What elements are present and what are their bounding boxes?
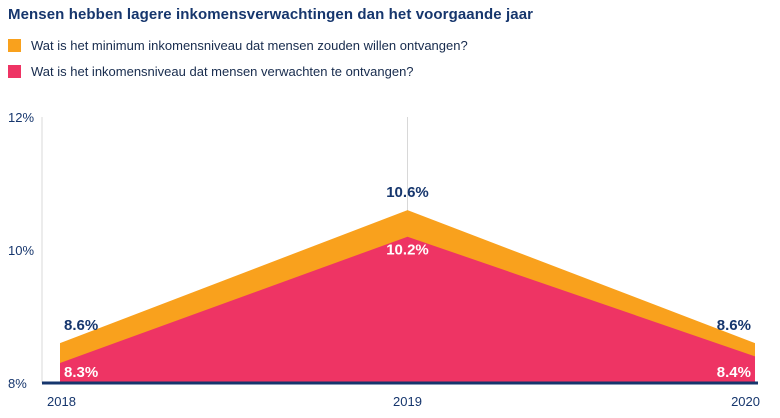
data-label-expected-2019: 10.2% [386, 242, 429, 259]
x-axis-label-2020: 2020 [731, 394, 760, 409]
legend-label-minimum-income: Wat is het minimum inkomensniveau dat me… [31, 38, 468, 53]
data-label-expected-2018: 8.3% [64, 364, 98, 381]
legend-item-minimum-income: Wat is het minimum inkomensniveau dat me… [8, 38, 468, 53]
data-label-minimum-2020: 8.6% [717, 317, 751, 334]
data-label-minimum-2018: 8.6% [64, 317, 98, 334]
legend-item-expected-income: Wat is het inkomensniveau dat mensen ver… [8, 64, 468, 79]
area-series-expected [60, 236, 755, 383]
orange-square-icon [8, 39, 21, 52]
area-chart: 8% 10% 12% 2018 2019 2020 8.6% 10.6% 8.6% 8.3% 10.… [8, 110, 760, 409]
x-axis-label-2019: 2019 [393, 394, 422, 409]
y-tick-label-12%: 12% [8, 110, 34, 125]
y-tick-label-10%: 10% [8, 243, 34, 258]
chart-title: Mensen hebben lagere inkomensverwachting… [8, 6, 534, 23]
data-label-expected-2020: 8.4% [717, 364, 751, 381]
x-axis-label-2018: 2018 [47, 394, 76, 409]
pink-square-icon [8, 65, 21, 78]
data-label-minimum-2019: 10.6% [386, 184, 429, 201]
chart-legend: Wat is het minimum inkomensniveau dat me… [8, 38, 468, 90]
legend-label-expected-income: Wat is het inkomensniveau dat mensen ver… [31, 64, 414, 79]
y-tick-label-8%: 8% [8, 376, 27, 391]
